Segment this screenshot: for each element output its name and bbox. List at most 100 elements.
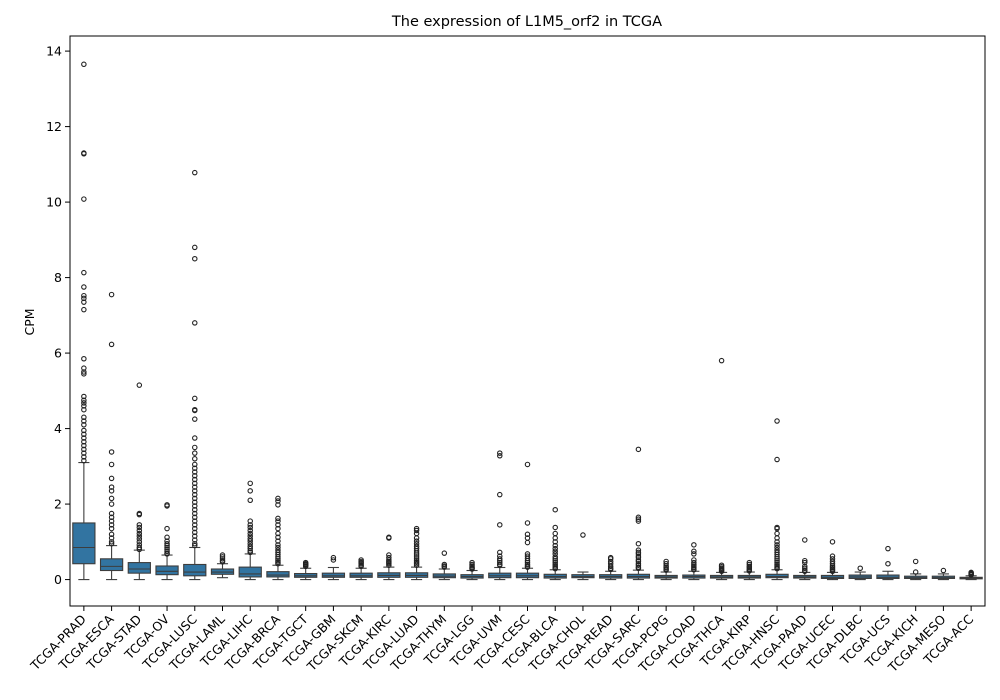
outlier-point	[330, 554, 337, 561]
outlier-point	[108, 291, 115, 298]
outlier-point	[247, 524, 253, 531]
outlier-point	[607, 566, 614, 573]
outlier-point	[912, 558, 919, 565]
outlier-point	[81, 457, 87, 464]
outlier-point	[524, 520, 531, 526]
outlier-point	[192, 525, 198, 532]
box-tcga-dlbc	[848, 565, 872, 581]
outlier-point	[718, 568, 725, 575]
outlier-point	[635, 514, 642, 521]
box-tcga-kirp	[737, 559, 761, 581]
box-iqr	[72, 522, 96, 565]
box-tcga-ov	[155, 502, 179, 581]
outlier-point	[81, 306, 87, 313]
box-tcga-stad	[127, 382, 151, 581]
outlier-point	[746, 568, 753, 574]
box-tcga-blca	[543, 506, 567, 581]
outlier-point	[192, 480, 198, 487]
outlier-point	[81, 450, 87, 456]
outlier-point	[441, 564, 448, 570]
outlier-point	[275, 560, 281, 567]
box-iqr	[321, 572, 346, 578]
outlier-point	[330, 557, 337, 563]
box-tcga-sarc	[626, 446, 651, 581]
box-tcga-luad	[404, 525, 429, 581]
outlier-point	[497, 522, 503, 528]
outlier-point	[774, 565, 780, 572]
outlier-point	[524, 461, 531, 468]
outlier-point	[192, 495, 198, 502]
outlier-point	[81, 369, 87, 375]
outlier-point	[275, 534, 281, 541]
outlier-point	[774, 418, 780, 424]
outlier-point	[81, 427, 87, 434]
y-tick-label: 4	[54, 421, 62, 436]
box-tcga-pcpg	[654, 558, 678, 581]
box-iqr	[876, 574, 900, 579]
outlier-point	[275, 538, 281, 544]
outlier-point	[81, 435, 87, 441]
outlier-point	[413, 530, 420, 537]
outlier-point	[552, 556, 558, 562]
box-tcga-cesc	[515, 461, 540, 581]
box-iqr	[127, 562, 151, 574]
box-tcga-hnsc	[765, 418, 789, 581]
box-tcga-acc	[959, 569, 983, 581]
outlier-point	[552, 506, 558, 513]
outlier-point	[136, 539, 143, 545]
outlier-point	[413, 538, 420, 544]
outlier-point	[968, 572, 974, 578]
outlier-point	[524, 539, 531, 546]
outlier-point	[192, 491, 198, 498]
box-tcga-gbm	[321, 554, 346, 581]
box-tcga-chol	[571, 532, 595, 581]
outlier-point	[81, 442, 87, 449]
outlier-point	[108, 461, 115, 468]
outlier-point	[108, 449, 115, 455]
outlier-point	[635, 558, 642, 565]
outlier-point	[192, 542, 198, 549]
box-tcga-coad	[682, 542, 706, 581]
box-tcga-ucs	[876, 545, 900, 581]
outlier-point	[108, 540, 115, 547]
y-tick-label: 8	[54, 270, 62, 285]
outlier-point	[81, 454, 87, 460]
outlier-point	[108, 539, 115, 545]
outlier-point	[774, 556, 780, 562]
outlier-point	[497, 450, 503, 456]
outlier-point	[635, 518, 642, 524]
outlier-point	[108, 522, 115, 528]
outlier-point	[635, 446, 642, 453]
outlier-point	[108, 510, 115, 517]
outlier-point	[192, 461, 198, 468]
box-tcga-thca	[709, 357, 734, 581]
outlier-point	[81, 446, 87, 453]
outlier-point	[663, 560, 669, 567]
outlier-point	[192, 456, 198, 462]
box-iqr	[183, 563, 207, 577]
outlier-point	[275, 518, 281, 524]
box-iqr	[238, 566, 262, 578]
outlier-point	[108, 495, 115, 502]
outlier-point	[635, 516, 642, 522]
outlier-point	[192, 320, 198, 326]
outlier-point	[275, 530, 281, 537]
outlier-point	[81, 439, 87, 445]
outlier-point	[192, 503, 198, 509]
outlier-point	[829, 539, 836, 545]
outlier-point	[81, 295, 87, 302]
outlier-point	[164, 525, 170, 532]
outlier-point	[192, 540, 198, 547]
outlier-point	[829, 560, 836, 567]
outlier-point	[192, 416, 198, 422]
outlier-point	[81, 151, 87, 157]
outlier-point	[219, 556, 226, 562]
outlier-point	[136, 536, 143, 542]
outlier-point	[413, 535, 420, 541]
outlier-point	[635, 540, 642, 547]
outlier-point	[164, 503, 170, 509]
outlier-point	[192, 488, 198, 494]
outlier-point	[552, 530, 558, 537]
outlier-point	[497, 559, 503, 566]
outlier-point	[192, 506, 198, 513]
